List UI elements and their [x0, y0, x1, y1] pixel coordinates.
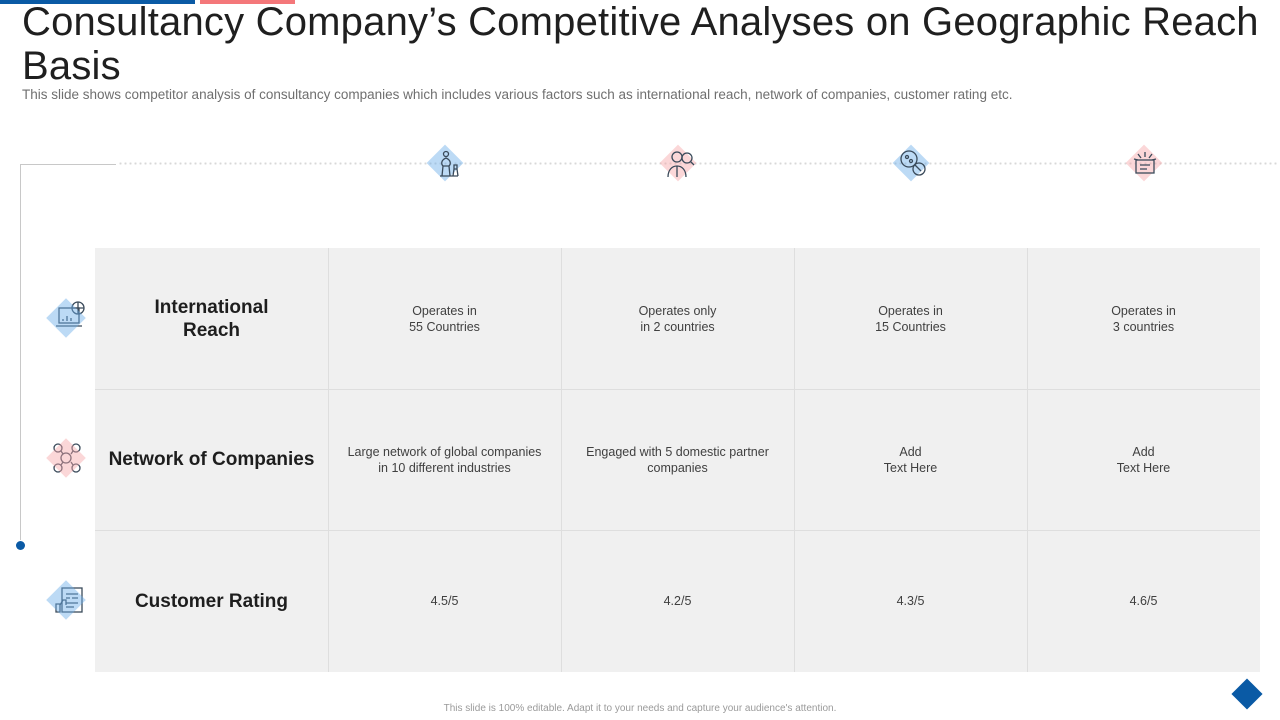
- table-cell: Add Text Here: [1116, 444, 1171, 475]
- network-people-icon: [44, 436, 88, 480]
- table-divider: [95, 389, 1260, 390]
- table-cell: Engaged with 5 domestic partner companie…: [586, 444, 769, 475]
- table-divider: [794, 248, 795, 672]
- chess-icon: [426, 144, 466, 184]
- dotted-divider: [118, 161, 1278, 167]
- table-cell: Large network of global companies in 10 …: [347, 444, 542, 475]
- businessman-search-icon: [659, 144, 699, 184]
- accent-bar-blue: [0, 0, 195, 4]
- footer-note: This slide is 100% editable. Adapt it to…: [443, 703, 837, 714]
- row-label-network-of-companies: Network of Companies: [108, 449, 315, 470]
- table-cell: 4.6/5: [1129, 594, 1158, 608]
- table-cell: Add Text Here: [883, 444, 938, 475]
- presentation-icon: [1125, 144, 1165, 184]
- table-cell: 4.5/5: [430, 594, 459, 608]
- table-divider: [1027, 248, 1028, 672]
- column-header-competitor-2: Competitor 2: [868, 210, 956, 226]
- rating-form-icon: [44, 578, 88, 622]
- table-cell: Operates in 3 countries: [1111, 303, 1176, 334]
- column-header-xyz: XYZ consultancy company: [371, 201, 520, 235]
- row-label-customer-rating: Customer Rating: [134, 590, 289, 612]
- table-cell: Operates only in 2 countries: [638, 303, 717, 334]
- table-divider: [328, 248, 329, 672]
- column-header-competitor-1: Competitor 1: [635, 210, 723, 226]
- comparison-table: [95, 248, 1260, 672]
- table-cell: Operates in 55 Countries: [409, 303, 480, 334]
- accent-bar-pink: [200, 0, 295, 4]
- column-header-competitor-3: Competitor 3: [1101, 210, 1189, 226]
- table-cell: 4.3/5: [896, 594, 925, 608]
- magnifier-network-icon: [892, 144, 932, 184]
- slide-subtitle: This slide shows competitor analysis of …: [22, 87, 1013, 102]
- laptop-globe-icon: [44, 296, 88, 340]
- slide-title: Consultancy Company’s Competitive Analys…: [22, 0, 1259, 88]
- row-label-international-reach: International Reach: [154, 296, 269, 341]
- table-divider: [95, 530, 1260, 531]
- table-cell: 4.2/5: [663, 594, 692, 608]
- table-divider: [561, 248, 562, 672]
- timeline-connector: [20, 164, 116, 165]
- timeline-dot: [16, 541, 25, 550]
- table-cell: Operates in 15 Countries: [875, 303, 946, 334]
- timeline-line: [20, 164, 21, 540]
